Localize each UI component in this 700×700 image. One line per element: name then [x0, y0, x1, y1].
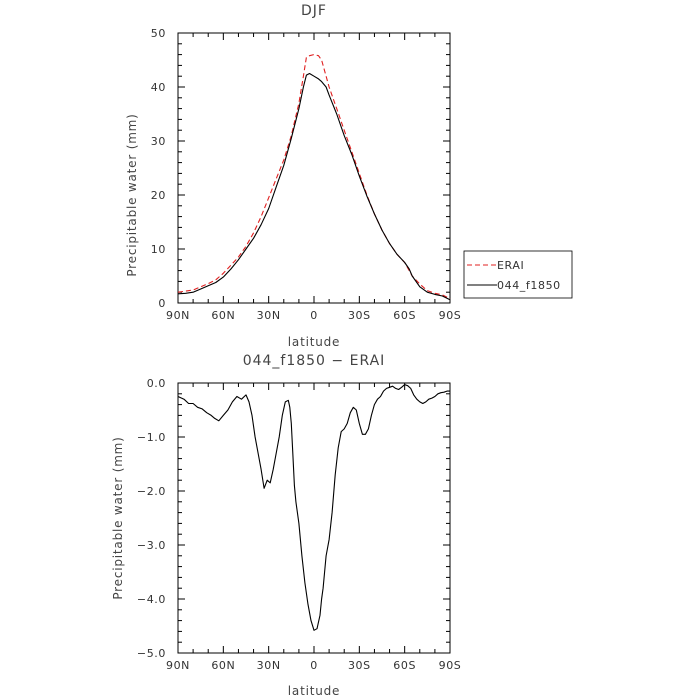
djf-panel: DJF latitude Precipitable water (mm) 90N… [125, 3, 573, 349]
x-tick-label: 0 [310, 309, 318, 322]
y-tick-label: 20 [151, 189, 166, 202]
x-axis-label: latitude [288, 684, 340, 698]
y-tick-label: −3.0 [137, 539, 166, 552]
y-axis-label: Precipitable water (mm) [125, 113, 139, 276]
y-tick-label: −5.0 [137, 647, 166, 660]
y-tick-label: −2.0 [137, 485, 166, 498]
x-tick-label: 90N [166, 309, 190, 322]
series-line-erai [177, 54, 451, 300]
legend-label-model: 044_f1850 [497, 279, 561, 292]
series-line-model [177, 384, 450, 631]
x-tick-label: 60S [393, 309, 416, 322]
x-tick-label: 30N [257, 659, 281, 672]
x-tick-label: 90S [439, 659, 462, 672]
x-tick-label: 30S [348, 309, 371, 322]
y-tick-label: 50 [151, 27, 166, 40]
legend: ERAI 044_f1850 [463, 250, 573, 299]
y-tick-label: 10 [151, 243, 166, 256]
y-tick-label: −1.0 [137, 431, 166, 444]
x-tick-label: 60N [211, 659, 235, 672]
difference-panel: 044_f1850 − ERAI latitude Precipitable w… [111, 353, 461, 698]
y-tick-label: −4.0 [137, 593, 166, 606]
x-tick-label: 60S [393, 659, 416, 672]
y-tick-label: 0.0 [147, 377, 166, 390]
x-tick-label: 30N [257, 309, 281, 322]
legend-label-erai: ERAI [497, 259, 524, 272]
x-tick-label: 0 [310, 659, 318, 672]
plot-frame [177, 32, 451, 304]
chart-title: 044_f1850 − ERAI [243, 353, 386, 369]
x-tick-label: 90N [166, 659, 190, 672]
legend-box [463, 250, 573, 299]
x-axis-label: latitude [288, 335, 340, 349]
x-tick-label: 90S [439, 309, 462, 322]
plot-frame [177, 382, 451, 654]
y-axis-label: Precipitable water (mm) [111, 436, 125, 599]
x-tick-label: 30S [348, 659, 371, 672]
y-tick-label: 30 [151, 135, 166, 148]
y-tick-label: 0 [158, 297, 166, 310]
x-tick-label: 60N [211, 309, 235, 322]
y-tick-label: 40 [151, 81, 166, 94]
chart-title: DJF [301, 3, 327, 19]
series-line-model [177, 72, 451, 301]
